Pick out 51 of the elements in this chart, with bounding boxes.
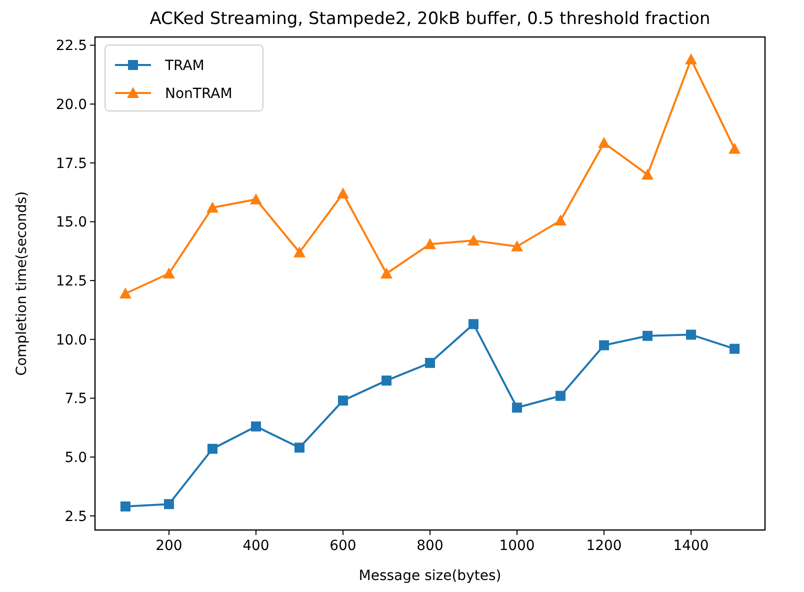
point — [642, 168, 654, 180]
point — [250, 421, 261, 432]
point — [380, 268, 392, 278]
point — [468, 319, 479, 330]
x-tick-label: 600 — [330, 538, 356, 554]
point — [207, 444, 218, 454]
point — [468, 234, 480, 246]
legend-label: NonTRAM — [165, 86, 232, 102]
point — [599, 340, 610, 350]
legend-label: TRAM — [164, 58, 204, 74]
point — [685, 53, 698, 64]
x-axis-title: Message size(bytes) — [358, 568, 502, 584]
y-tick-label: 10.0 — [56, 332, 87, 348]
point — [512, 402, 522, 413]
x-tick-label: 1200 — [586, 538, 622, 554]
point — [642, 330, 653, 341]
y-tick-label: 12.5 — [56, 274, 87, 290]
point — [338, 396, 348, 406]
point — [250, 193, 262, 204]
point — [164, 499, 174, 510]
x-tick-label: 400 — [242, 538, 270, 554]
x-tick-label: 200 — [156, 538, 182, 554]
point — [293, 246, 306, 258]
point — [686, 330, 696, 340]
point — [162, 268, 175, 278]
point — [511, 240, 524, 252]
point — [119, 288, 132, 298]
point — [424, 238, 436, 250]
point — [294, 442, 304, 453]
y-tick-label: 2.5 — [64, 508, 87, 525]
point — [730, 344, 740, 354]
point — [554, 214, 567, 226]
point — [120, 501, 130, 512]
y-tick-label: 5.0 — [64, 450, 87, 466]
y-axis-title: Completion time(seconds) — [14, 191, 30, 376]
x-tick-label: 800 — [416, 538, 444, 554]
point — [598, 136, 610, 148]
y-tick-label: 22.5 — [56, 38, 87, 54]
point — [381, 376, 392, 386]
y-tick-label: 15.0 — [56, 214, 87, 231]
point — [728, 142, 741, 154]
point — [206, 202, 218, 213]
point — [336, 187, 349, 198]
x-tick-label: 1000 — [499, 538, 535, 554]
y-tick-label: 20.0 — [56, 97, 87, 114]
point — [425, 358, 435, 368]
point — [556, 390, 566, 401]
y-tick-label: 17.5 — [56, 156, 87, 172]
y-tick-label: 7.5 — [64, 391, 87, 408]
chart-title: ACKed Streaming, Stampede2, 20kB buffer, 0.5 threshold fraction — [150, 9, 710, 29]
x-tick-label: 1400 — [673, 538, 709, 554]
